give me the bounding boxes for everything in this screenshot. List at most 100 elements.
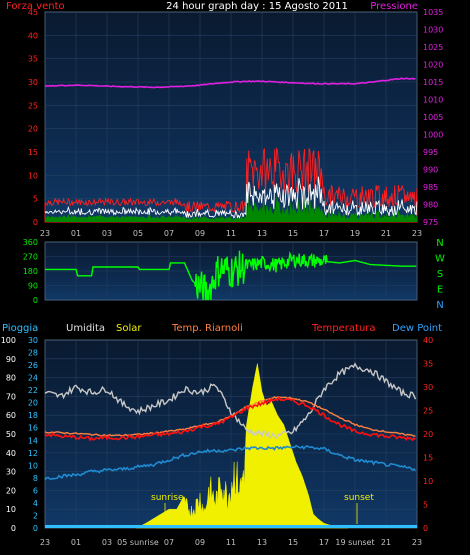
humidity-tick-label: 20 (6, 486, 16, 495)
time-tick-label: 01 (71, 229, 81, 238)
rain-tick-label: 8 (33, 474, 38, 483)
humidity-tick-label: 10 (6, 505, 16, 514)
pressure-tick-label: 1035 (423, 8, 443, 17)
pressure-tick-label: 1010 (423, 96, 443, 105)
compass-label: W (435, 254, 445, 265)
wind-tick-label: 5 (33, 195, 38, 204)
time-tick-label: 15 (288, 229, 298, 238)
time-tick-label: 03 (102, 229, 112, 238)
humidity-tick-label: 70 (6, 392, 16, 401)
temperature-tick-label: 20 (423, 430, 433, 439)
direction-tick-label: 90 (28, 282, 38, 291)
time-tick-label: 17 (319, 538, 329, 547)
rain-tick-label: 30 (28, 336, 38, 345)
time-tick-label: 23 (40, 538, 50, 547)
direction-tick-label: 0 (33, 296, 38, 305)
time-tick-label: 09 (195, 538, 205, 547)
temperature-tick-label: 30 (423, 383, 433, 392)
legend-dew-point: Dew Point (392, 323, 442, 334)
wind-tick-label: 15 (28, 148, 38, 157)
compass-label: N (436, 300, 443, 311)
compass-label: E (437, 285, 443, 296)
time-tick-label: 23 (412, 538, 422, 547)
wind-tick-label: 40 (28, 31, 38, 40)
pressure-line (44, 77, 416, 89)
time-tick-label: 19 (350, 229, 360, 238)
rain-tick-label: 22 (28, 386, 38, 395)
humidity-tick-label: 100 (1, 336, 16, 345)
time-tick-label: 07 (164, 538, 174, 547)
time-tick-label: 19 sunset (335, 538, 374, 547)
pressure-tick-label: 1025 (423, 43, 443, 52)
time-tick-label: 23 (40, 229, 50, 238)
time-tick-label: 21 (381, 538, 391, 547)
pressure-tick-label: 975 (423, 218, 438, 227)
humidity-tick-label: 50 (6, 430, 16, 439)
temperature-tick-label: 5 (423, 501, 428, 510)
legend-humidity: Umidita (66, 323, 105, 334)
dew-line (44, 444, 417, 481)
legend-rain: Pioggia (2, 323, 38, 334)
wind-tick-label: 35 (28, 55, 38, 64)
pressure-tick-label: 1000 (423, 131, 443, 140)
time-tick-label: 07 (164, 229, 174, 238)
humidity-tick-label: 0 (11, 524, 16, 533)
time-tick-label: 09 (195, 229, 205, 238)
time-tick-label: 15 (288, 538, 298, 547)
rain-tick-label: 6 (33, 486, 38, 495)
sunrise-label: sunrise (151, 493, 184, 503)
temp-line (44, 395, 416, 442)
time-tick-label: 21 (381, 229, 391, 238)
time-tick-label: 11 (226, 538, 236, 547)
wind-speed-trace (44, 176, 418, 219)
rain-tick-label: 0 (33, 524, 38, 533)
humidity-line (44, 362, 417, 440)
rain-tick-label: 16 (28, 424, 38, 433)
rain-tick-label: 14 (28, 436, 38, 445)
time-tick-label: 01 (71, 538, 81, 547)
rain-tick-label: 4 (33, 499, 38, 508)
compass-label: S (437, 269, 443, 280)
time-tick-label: 17 (319, 229, 329, 238)
pressure-tick-label: 1015 (423, 78, 443, 87)
compass-label: N (436, 238, 443, 249)
wind-average-area (45, 196, 417, 222)
wind-tick-label: 10 (28, 171, 38, 180)
humidity-tick-label: 80 (6, 374, 16, 383)
rain-tick-label: 28 (28, 349, 38, 358)
wind-tick-label: 45 (28, 8, 38, 17)
direction-tick-label: 180 (23, 267, 38, 276)
rain-tick-label: 2 (33, 511, 38, 520)
wind-direction-line (45, 250, 417, 301)
pressure-tick-label: 1020 (423, 61, 443, 70)
chart-title: 24 hour graph day : 15 Agosto 2011 (166, 1, 348, 12)
temperature-tick-label: 35 (423, 360, 433, 369)
humidity-tick-label: 40 (6, 449, 16, 458)
legend-temperature: Temperatura (311, 323, 376, 334)
pressure-tick-label: 995 (423, 148, 438, 157)
direction-tick-label: 360 (23, 238, 38, 247)
wind-tick-label: 25 (28, 101, 38, 110)
pressure-tick-label: 1030 (423, 26, 443, 35)
pressure-tick-label: 1005 (423, 113, 443, 122)
humidity-tick-label: 30 (6, 468, 16, 477)
time-tick-label: 13 (257, 229, 267, 238)
pressure-tick-label: 980 (423, 201, 438, 210)
temperature-tick-label: 40 (423, 336, 433, 345)
wind-speed-label: Forza vento (6, 1, 65, 12)
wind-tick-label: 0 (33, 218, 38, 227)
pressure-label: Pressione (370, 1, 418, 12)
temperature-tick-label: 10 (423, 477, 433, 486)
rain-tick-label: 26 (28, 361, 38, 370)
time-tick-label: 03 (102, 538, 112, 547)
rain-tick-label: 24 (28, 374, 38, 383)
time-tick-label: 11 (226, 229, 236, 238)
humidity-tick-label: 60 (6, 411, 16, 420)
direction-tick-label: 270 (23, 253, 38, 262)
temperature-tick-label: 25 (423, 407, 433, 416)
rain-tick-label: 20 (28, 399, 38, 408)
temperature-tick-label: 0 (423, 524, 428, 533)
rain-tick-label: 12 (28, 449, 38, 458)
time-tick-label: 13 (257, 538, 267, 547)
